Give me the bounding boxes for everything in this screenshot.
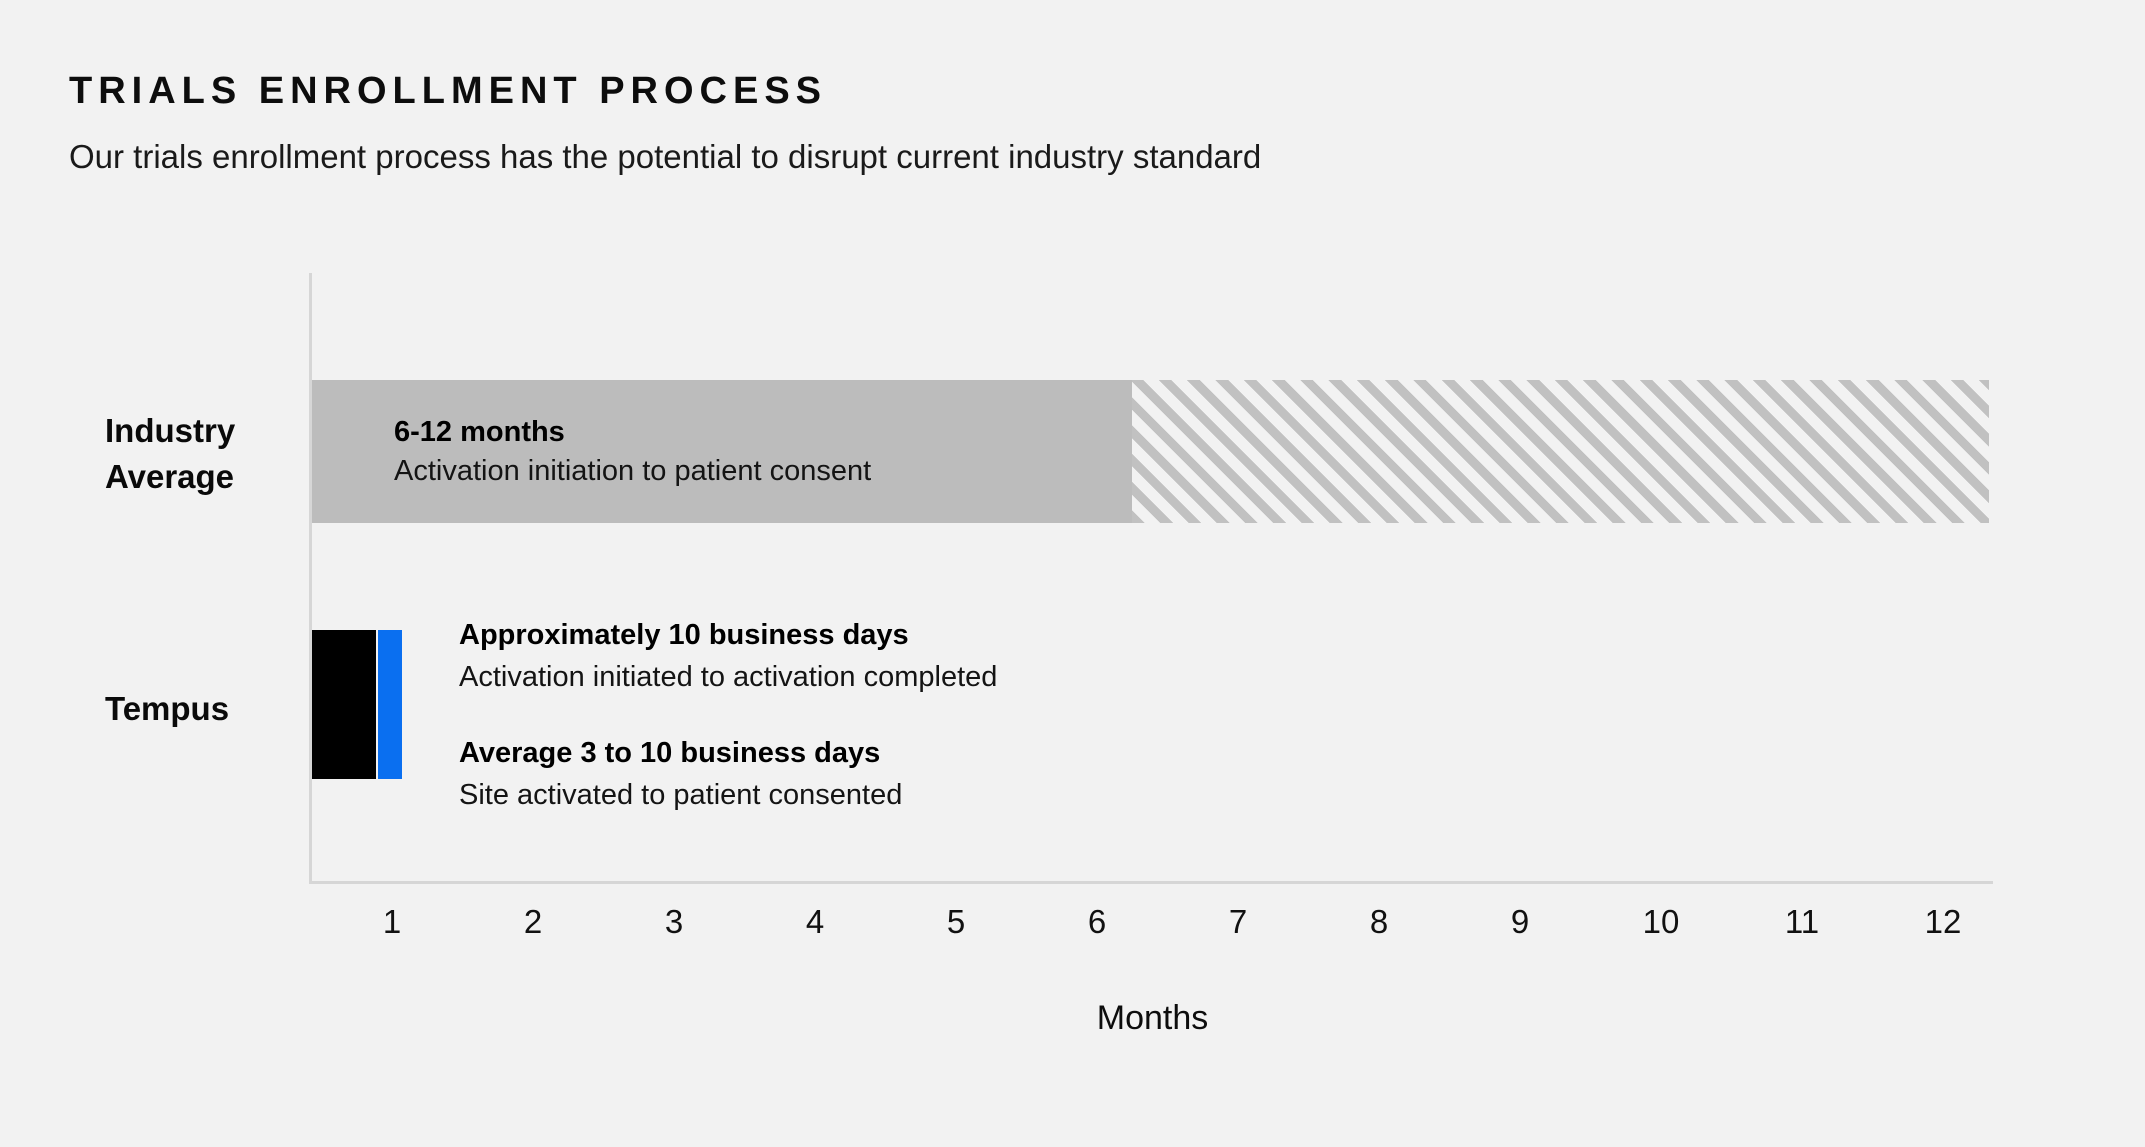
tempus-annotation-consent-label: Average 3 to 10 business days (459, 737, 881, 770)
bar-industry-average: 6-12 months Activation initiation to pat… (312, 380, 1989, 523)
x-tick-label: 11 (1784, 903, 1820, 940)
bar-industry-solid-segment: 6-12 months Activation initiation to pat… (312, 380, 1133, 523)
x-axis-title: Months (1096, 999, 1209, 1037)
category-label-industry-average: Industry Average (105, 412, 236, 496)
x-tick-label: 9 (1510, 903, 1530, 940)
tempus-annotation-activation: Approximately 10 business days Activatio… (459, 614, 997, 698)
x-tick-label: 8 (1369, 903, 1389, 940)
tempus-annotation-activation-description: Activation initiated to activation compl… (459, 661, 998, 694)
bar-tempus-black-segment (312, 630, 376, 779)
x-tick-label: 12 (1924, 903, 1962, 940)
x-tick-label: 5 (946, 903, 966, 940)
plot-area: 6-12 months Activation initiation to pat… (309, 273, 1993, 1037)
x-tick-label: 4 (805, 903, 825, 940)
bar-tempus-blue-segment (378, 630, 402, 779)
x-tick-label: 3 (664, 903, 684, 940)
page-subtitle: Our trials enrollment process has the po… (69, 138, 1262, 175)
x-tick-label: 10 (1642, 903, 1680, 940)
x-tick-label: 6 (1087, 903, 1107, 940)
x-tick-label: 1 (382, 903, 402, 940)
page-title: TRIALS ENROLLMENT PROCESS (69, 70, 828, 112)
tempus-annotation-consent-description: Site activated to patient consented (459, 779, 903, 812)
tempus-annotations: Approximately 10 business days Activatio… (459, 614, 997, 816)
x-tick-label: 2 (523, 903, 543, 940)
bar-industry-description: Activation initiation to patient consent (394, 454, 872, 487)
category-label-tempus: Tempus (105, 690, 230, 727)
bar-industry-hatched-segment (1132, 380, 1989, 523)
tempus-annotation-activation-label: Approximately 10 business days (459, 619, 909, 651)
tempus-annotation-consent: Average 3 to 10 business days Site activ… (459, 732, 997, 816)
x-tick-label: 7 (1228, 903, 1248, 940)
bar-industry-value-label: 6-12 months (394, 415, 565, 448)
